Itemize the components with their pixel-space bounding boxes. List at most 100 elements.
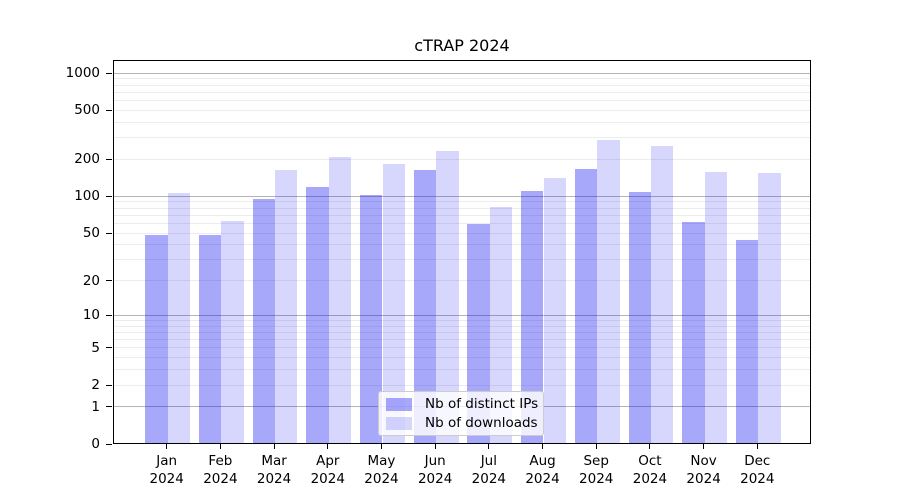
bar-distinct-ips-sep — [574, 169, 598, 443]
x-tick-label-sep: Sep 2024 — [579, 453, 614, 487]
gridline-minor — [114, 100, 810, 102]
gridline-minor — [114, 331, 810, 333]
y-tick-label: 20 — [82, 272, 100, 289]
x-tick-mark — [219, 444, 221, 449]
gridline-minor — [114, 109, 810, 111]
y-tick-mark — [106, 72, 112, 74]
x-tick-label-nov: Nov 2024 — [686, 453, 721, 487]
y-tick-label: 0 — [91, 436, 100, 452]
gridline-minor — [114, 384, 810, 386]
legend-swatch-downloads — [386, 416, 412, 430]
gridline-minor — [114, 201, 810, 203]
gridline-minor — [114, 325, 810, 327]
y-tick-label: 1 — [91, 398, 100, 415]
gridline-minor — [114, 347, 810, 349]
y-tick-label: 5 — [91, 339, 100, 356]
y-tick-label: 500 — [74, 102, 100, 119]
bar-distinct-ips-aug — [521, 191, 544, 443]
y-tick-label: 50 — [82, 225, 100, 242]
x-tick-mark — [166, 444, 168, 449]
gridline-minor — [114, 84, 810, 86]
x-tick-mark — [542, 444, 544, 449]
bar-downloads-sep — [597, 139, 620, 443]
x-tick-mark — [703, 444, 705, 449]
y-tick-mark — [106, 232, 112, 234]
y-tick-label: 2 — [91, 377, 100, 394]
bar-downloads-aug — [543, 178, 566, 443]
bar-downloads-nov — [704, 172, 727, 443]
chart-title: cTRAP 2024 — [414, 36, 510, 55]
legend-label-downloads: Nb of downloads — [425, 415, 538, 431]
legend: Nb of distinct IPs Nb of downloads — [378, 391, 544, 436]
bar-distinct-ips-jan — [145, 235, 168, 443]
y-tick-mark — [106, 158, 112, 160]
x-tick-label-oct: Oct 2024 — [632, 453, 668, 487]
x-tick-label-aug: Aug 2024 — [525, 453, 560, 487]
gridline-minor — [114, 78, 810, 80]
y-tick-mark — [106, 347, 112, 349]
x-tick-label-dec: Dec 2024 — [740, 453, 775, 487]
bar-distinct-ips-oct — [628, 191, 651, 443]
y-tick-mark — [106, 280, 112, 282]
legend-swatch-distinct-ips — [386, 397, 412, 411]
bar-distinct-ips-jul — [467, 224, 490, 443]
x-tick-label-jan: Jan 2024 — [149, 453, 184, 487]
bar-downloads-jun — [436, 150, 459, 443]
gridline-minor — [114, 357, 810, 359]
x-tick-mark — [380, 444, 382, 449]
x-tick-mark — [434, 444, 436, 449]
bar-distinct-ips-nov — [682, 222, 705, 443]
x-tick-label-jun: Jun 2024 — [417, 453, 453, 487]
bar-downloads-jan — [167, 192, 191, 443]
gridline-minor — [114, 339, 810, 341]
bar-downloads-apr — [328, 157, 352, 443]
gridline-minor — [114, 91, 810, 93]
bar-downloads-jul — [489, 207, 513, 443]
gridline-minor — [114, 158, 810, 160]
bar-downloads-may — [382, 164, 405, 443]
bar-distinct-ips-apr — [306, 186, 329, 443]
gridline-minor — [114, 121, 810, 123]
gridline-minor — [114, 214, 810, 216]
bar-distinct-ips-jun — [413, 170, 437, 443]
x-tick-mark — [756, 444, 758, 449]
legend-item-downloads: Nb of downloads — [386, 415, 543, 431]
gridline-major — [114, 195, 810, 197]
x-tick-mark — [327, 444, 329, 449]
x-tick-label-mar: Mar 2024 — [256, 453, 292, 487]
y-tick-label: 1000 — [65, 65, 100, 82]
bar-distinct-ips-mar — [252, 198, 276, 443]
bar-downloads-feb — [221, 220, 244, 443]
y-tick-mark — [106, 109, 112, 111]
x-tick-label-apr: Apr 2024 — [310, 453, 345, 487]
x-tick-label-jul: Jul 2024 — [471, 453, 507, 487]
gridline-major — [114, 72, 810, 74]
y-tick-label: 10 — [82, 307, 100, 324]
x-tick-label-may: May 2024 — [364, 453, 399, 487]
gridline-minor — [114, 280, 810, 282]
x-tick-mark — [488, 444, 490, 449]
gridline-minor — [114, 369, 810, 371]
bar-downloads-dec — [758, 172, 781, 443]
x-tick-mark — [649, 444, 651, 449]
y-tick-mark — [106, 314, 112, 316]
gridline-minor — [114, 232, 810, 234]
gridline-minor — [114, 319, 810, 321]
bar-distinct-ips-feb — [199, 235, 222, 443]
bar-distinct-ips-may — [360, 195, 383, 443]
y-tick-mark — [106, 195, 112, 197]
bar-downloads-oct — [650, 146, 674, 443]
y-tick-mark — [106, 443, 112, 445]
y-tick-mark — [106, 384, 112, 386]
bar-distinct-ips-dec — [735, 239, 759, 443]
legend-item-distinct-ips: Nb of distinct IPs — [386, 396, 543, 412]
y-tick-label: 200 — [74, 151, 100, 168]
gridline-minor — [114, 222, 810, 224]
y-tick-mark — [106, 406, 112, 408]
gridline-minor — [114, 137, 810, 139]
bar-downloads-mar — [275, 170, 298, 443]
gridline-major — [114, 314, 810, 316]
plot-area — [113, 60, 811, 444]
x-tick-mark — [595, 444, 597, 449]
